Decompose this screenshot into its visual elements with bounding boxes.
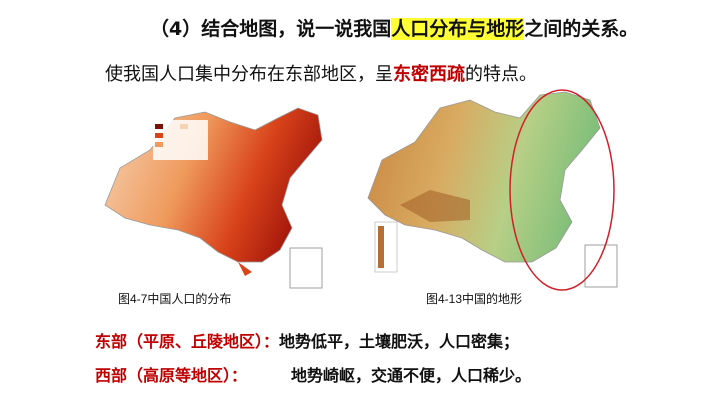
- figure-caption: 图4-13中国的地形: [426, 292, 523, 306]
- conclusion: 东部（平原、丘陵地区）：地势低平，土壤肥沃，人口密集；: [95, 328, 519, 352]
- title-text: 之间的关系。: [524, 18, 639, 40]
- conclusion-region: 东部（平原、丘陵地区）：: [95, 332, 280, 351]
- figure-caption: 图4-7中国人口的分布: [118, 292, 232, 306]
- statement-emphasis: 东密西疏: [393, 64, 465, 85]
- statement-text: 使我国人口集中分布在东部地区，呈: [105, 64, 393, 85]
- statement: 使我国人口集中分布在东部地区，呈东密西疏的特点。: [105, 60, 537, 86]
- conclusion-text: 地势低平，土壤肥沃，人口密集；: [279, 332, 520, 351]
- terrain-map: [367, 89, 618, 291]
- population-map: [104, 107, 323, 289]
- title-highlight: 人口分布与地形: [391, 18, 525, 40]
- conclusion-region: 西部（高原等地区）：: [95, 366, 248, 385]
- statement-text: 的特点。: [465, 64, 537, 85]
- title-text: （4）结合地图，说一说我国: [150, 18, 392, 40]
- conclusion-text: 地势崎岖，交通不便，人口稀少。: [291, 366, 532, 385]
- conclusion: 西部（高原等地区）： 地势崎岖，交通不便，人口稀少。: [95, 362, 531, 386]
- title: （4）结合地图，说一说我国人口分布与地形之间的关系。: [150, 14, 638, 41]
